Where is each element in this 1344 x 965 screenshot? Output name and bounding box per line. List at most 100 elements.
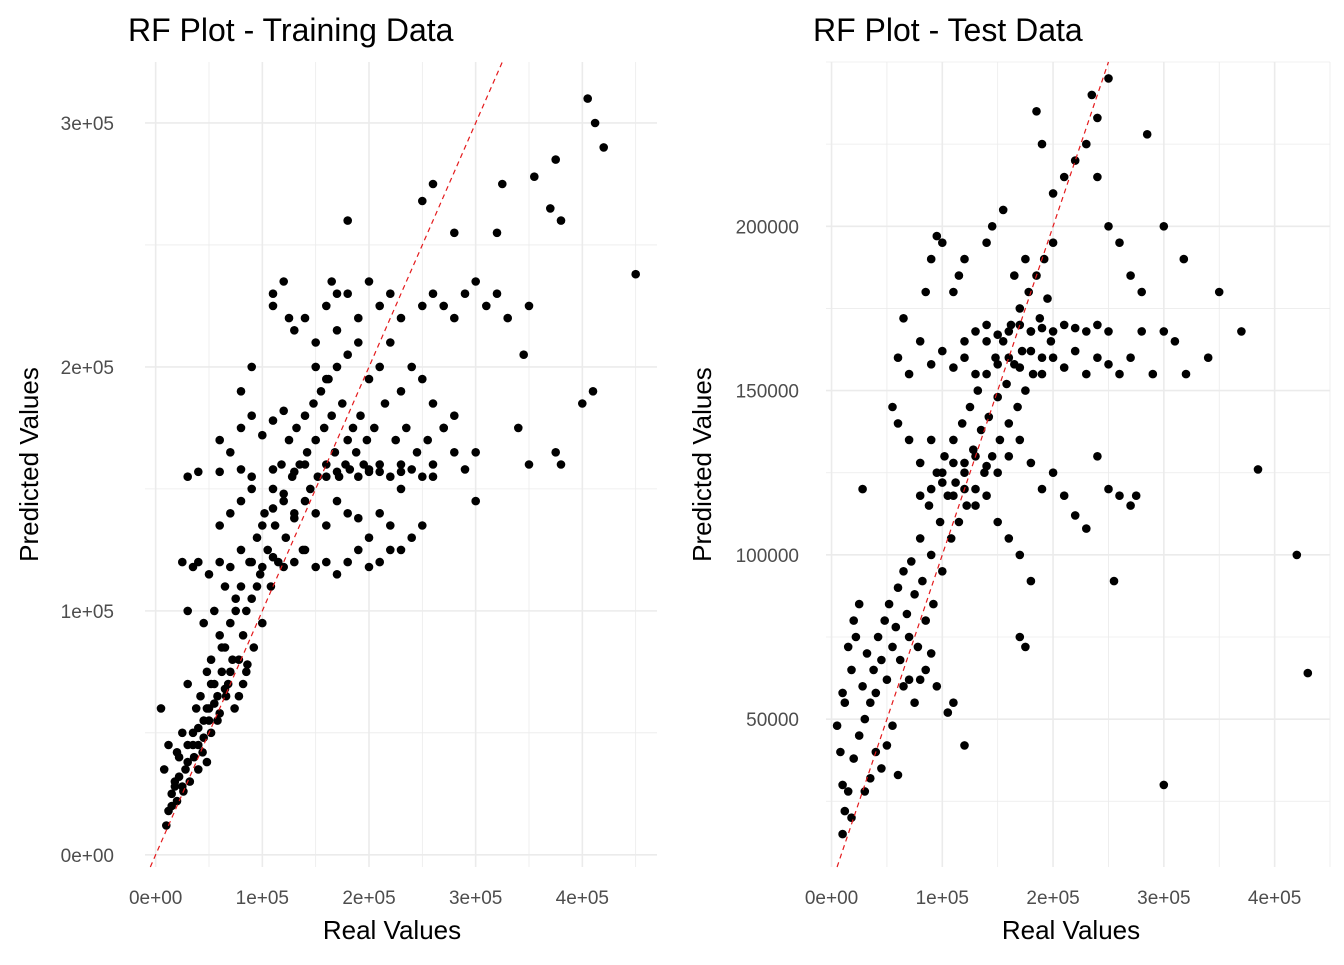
data-point: [396, 484, 406, 494]
data-point: [1082, 327, 1091, 336]
data-point: [1015, 435, 1025, 445]
data-point: [915, 458, 925, 468]
data-point: [279, 496, 289, 506]
data-point: [268, 484, 278, 494]
data-point: [1015, 363, 1025, 372]
data-point: [1148, 369, 1158, 379]
data-point: [877, 764, 886, 773]
data-point: [319, 423, 329, 433]
data-point: [836, 747, 845, 757]
data-point: [375, 557, 385, 567]
data-point: [1303, 668, 1313, 678]
data-point: [921, 616, 930, 625]
data-point: [1253, 465, 1263, 474]
data-point: [1137, 327, 1146, 336]
data-point: [921, 665, 930, 675]
data-point: [1179, 254, 1189, 264]
data-point: [396, 460, 406, 469]
data-point: [1046, 337, 1056, 346]
data-point: [242, 667, 251, 677]
data-point: [210, 606, 219, 616]
data-point: [268, 416, 278, 425]
data-point: [590, 118, 600, 128]
data-point: [396, 313, 406, 323]
data-point: [1070, 323, 1080, 333]
data-point: [247, 557, 256, 567]
data-point: [354, 313, 363, 323]
data-point: [226, 667, 235, 677]
data-point: [364, 374, 374, 384]
data-point: [354, 472, 363, 482]
data-point: [471, 277, 481, 286]
data-point: [1137, 287, 1146, 297]
data-point: [926, 435, 936, 445]
data-point: [156, 704, 166, 713]
data-point: [840, 806, 850, 816]
data-point: [198, 748, 207, 757]
data-point: [1104, 484, 1113, 494]
data-point: [888, 402, 897, 412]
data-point: [926, 484, 936, 494]
data-point: [364, 562, 374, 572]
data-point: [1026, 458, 1036, 468]
data-point: [1024, 287, 1033, 297]
data-point: [902, 609, 912, 619]
data-point: [969, 445, 978, 455]
data-point: [418, 472, 427, 482]
data-point: [960, 337, 969, 346]
data-point: [932, 231, 942, 241]
data-point: [1048, 353, 1058, 363]
data-point: [322, 374, 331, 384]
data-point: [242, 606, 251, 616]
chart-panel-test: 0e+00 1e+05 2e+05 3e+05 4e+05 50000 100000 1500…: [687, 12, 1331, 945]
data-point: [847, 813, 856, 822]
data-point: [247, 594, 256, 603]
data-point: [860, 714, 870, 724]
data-point: [343, 435, 353, 445]
data-point: [578, 399, 587, 408]
data-point: [194, 467, 203, 477]
data-point: [343, 557, 353, 567]
data-point: [995, 435, 1005, 445]
data-point: [866, 774, 875, 783]
data-point: [386, 521, 395, 530]
data-point: [976, 425, 986, 435]
data-point: [284, 435, 294, 445]
y-tick-label: 0e+00: [61, 846, 114, 867]
data-point: [840, 698, 850, 707]
data-point: [843, 787, 853, 796]
data-point: [1093, 353, 1102, 363]
data-point: [292, 423, 301, 433]
data-point: [238, 631, 248, 640]
data-point: [899, 567, 908, 576]
data-point: [450, 228, 459, 238]
data-point: [322, 521, 331, 530]
data-point: [492, 228, 502, 238]
data-point: [1015, 304, 1025, 313]
data-point: [1070, 156, 1080, 165]
data-point: [226, 618, 235, 628]
data-point: [258, 618, 267, 628]
data-point: [236, 496, 246, 506]
data-point: [851, 632, 861, 642]
data-point: [1087, 90, 1097, 100]
x-axis-label: Real Values: [323, 915, 461, 945]
data-point: [1048, 189, 1058, 198]
data-point: [226, 509, 235, 518]
data-point: [249, 643, 259, 652]
data-point: [847, 665, 856, 675]
data-point: [407, 465, 417, 474]
data-point: [482, 301, 491, 311]
data-point: [880, 616, 889, 625]
data-point: [987, 222, 997, 231]
data-point: [982, 320, 991, 330]
data-point: [869, 665, 878, 675]
data-point: [1026, 576, 1036, 586]
data-point: [1026, 327, 1036, 336]
data-point: [230, 704, 239, 713]
data-point: [418, 374, 427, 384]
data-point: [167, 789, 176, 799]
data-points: [156, 94, 640, 830]
data-point: [982, 461, 991, 471]
data-point: [290, 467, 299, 477]
